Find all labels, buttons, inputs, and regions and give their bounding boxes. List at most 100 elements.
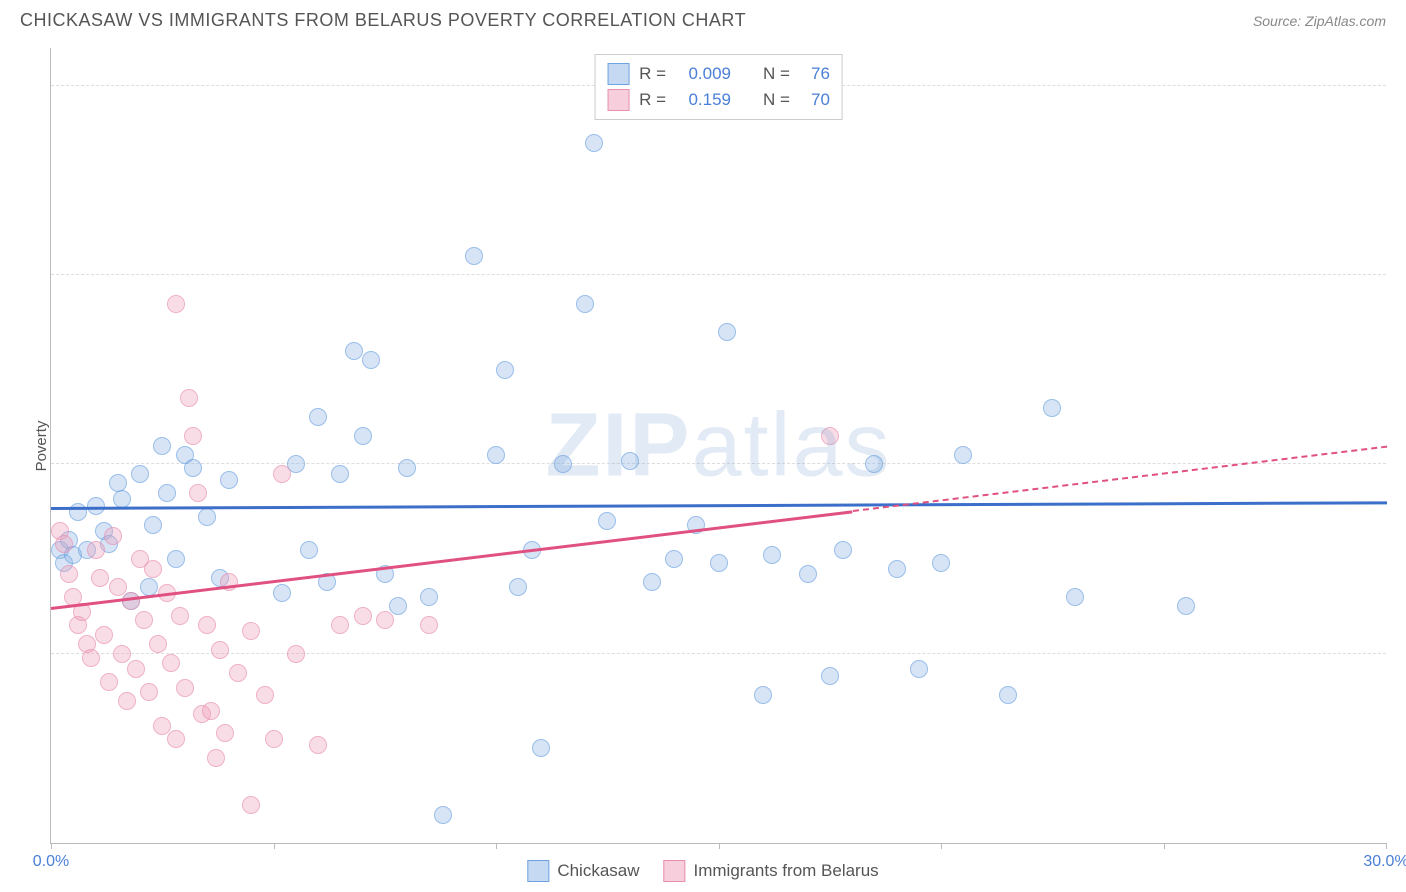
legend-series-label: Chickasaw [557,861,639,881]
legend-swatch [527,860,549,882]
scatter-point [999,686,1017,704]
scatter-point [1177,597,1195,615]
scatter-point [434,806,452,824]
legend-series-item: Immigrants from Belarus [664,860,879,882]
scatter-point [171,607,189,625]
scatter-point [184,427,202,445]
scatter-point [665,550,683,568]
y-tick-label: 30.0% [1396,248,1406,266]
scatter-point [95,626,113,644]
r-label: R = [639,64,666,84]
scatter-point [718,323,736,341]
scatter-point [140,683,158,701]
scatter-point [932,554,950,572]
scatter-point [216,724,234,742]
x-tick [274,843,275,849]
scatter-point [113,490,131,508]
x-tick [1386,843,1387,849]
scatter-point [354,607,372,625]
scatter-point [821,427,839,445]
scatter-point [184,459,202,477]
scatter-point [167,730,185,748]
scatter-point [242,622,260,640]
x-tick [941,843,942,849]
scatter-point [176,679,194,697]
scatter-point [131,465,149,483]
scatter-point [309,408,327,426]
scatter-point [821,667,839,685]
scatter-point [91,569,109,587]
scatter-point [621,452,639,470]
plot-region: ZIPatlas R =0.009N =76R =0.159N =70 10.0… [50,48,1386,844]
scatter-point [104,527,122,545]
chart-title: CHICKASAW VS IMMIGRANTS FROM BELARUS POV… [20,10,746,31]
legend-swatch [607,89,629,111]
scatter-point [420,588,438,606]
scatter-point [954,446,972,464]
scatter-point [509,578,527,596]
scatter-point [60,565,78,583]
scatter-point [331,465,349,483]
gridline [51,274,1386,275]
y-axis-label: Poverty [33,421,50,472]
legend-series-label: Immigrants from Belarus [694,861,879,881]
gridline [51,653,1386,654]
legend-swatch [664,860,686,882]
scatter-point [211,641,229,659]
scatter-point [576,295,594,313]
scatter-point [167,550,185,568]
scatter-point [487,446,505,464]
scatter-point [598,512,616,530]
scatter-point [135,611,153,629]
x-tick-label: 30.0% [1363,853,1406,871]
scatter-point [162,654,180,672]
scatter-point [389,597,407,615]
scatter-point [167,295,185,313]
scatter-point [87,541,105,559]
scatter-point [122,592,140,610]
scatter-point [198,616,216,634]
scatter-point [180,389,198,407]
scatter-point [865,455,883,473]
r-label: R = [639,90,666,110]
scatter-point [287,645,305,663]
scatter-point [496,361,514,379]
scatter-point [345,342,363,360]
scatter-point [300,541,318,559]
scatter-point [198,508,216,526]
scatter-point [55,535,73,553]
scatter-point [376,611,394,629]
legend-correlation-box: R =0.009N =76R =0.159N =70 [594,54,843,120]
scatter-point [532,739,550,757]
scatter-point [153,437,171,455]
scatter-point [1066,588,1084,606]
scatter-point [585,134,603,152]
r-value: 0.159 [676,90,731,110]
scatter-point [265,730,283,748]
trend-line [51,501,1387,509]
scatter-point [554,455,572,473]
scatter-point [69,503,87,521]
x-tick [496,843,497,849]
scatter-point [888,560,906,578]
scatter-point [202,702,220,720]
scatter-point [398,459,416,477]
y-tick-label: 20.0% [1396,437,1406,455]
y-tick-label: 40.0% [1396,59,1406,77]
scatter-point [207,749,225,767]
legend-correlation-row: R =0.159N =70 [607,87,830,113]
scatter-point [362,351,380,369]
scatter-point [113,645,131,663]
scatter-point [273,465,291,483]
chart-area: ZIPatlas R =0.009N =76R =0.159N =70 10.0… [50,48,1386,844]
scatter-point [643,573,661,591]
scatter-point [220,471,238,489]
scatter-point [354,427,372,445]
scatter-point [149,635,167,653]
legend-series-item: Chickasaw [527,860,639,882]
scatter-point [799,565,817,583]
y-tick-label: 10.0% [1396,627,1406,645]
n-label: N = [763,90,790,110]
n-label: N = [763,64,790,84]
scatter-point [158,484,176,502]
